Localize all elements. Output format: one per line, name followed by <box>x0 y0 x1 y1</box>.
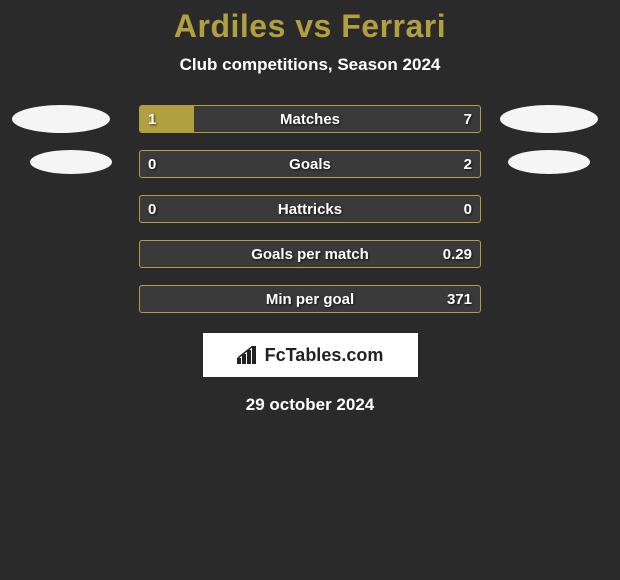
stat-label: Matches <box>280 111 340 128</box>
fctables-logo: FcTables.com <box>203 333 418 377</box>
date-label: 29 october 2024 <box>0 395 620 415</box>
page-title: Ardiles vs Ferrari <box>0 8 620 45</box>
stat-row: 0 Goals 2 <box>0 150 620 178</box>
stat-value-right: 371 <box>447 291 472 308</box>
stat-value-right: 0 <box>464 201 472 218</box>
stat-label: Hattricks <box>278 201 342 218</box>
stat-label: Goals <box>289 156 331 173</box>
stat-row: 1 Matches 7 <box>0 105 620 133</box>
chart-area: 1 Matches 7 0 Goals 2 0 Hattricks 0 Goals per mat… <box>0 105 620 313</box>
stat-label: Goals per match <box>251 246 369 263</box>
comparison-chart: Ardiles vs Ferrari Club competitions, Se… <box>0 0 620 415</box>
stat-value-left: 1 <box>148 111 156 128</box>
stat-row: Goals per match 0.29 <box>0 240 620 268</box>
stat-value-right: 2 <box>464 156 472 173</box>
bar-track: 1 Matches 7 <box>139 105 481 133</box>
logo-text: FcTables.com <box>265 345 384 366</box>
bar-track: 0 Hattricks 0 <box>139 195 481 223</box>
stat-value-left: 0 <box>148 156 156 173</box>
stat-row: 0 Hattricks 0 <box>0 195 620 223</box>
subtitle: Club competitions, Season 2024 <box>0 55 620 75</box>
stat-value-left: 0 <box>148 201 156 218</box>
stat-value-right: 0.29 <box>443 246 472 263</box>
bar-track: Goals per match 0.29 <box>139 240 481 268</box>
stat-value-right: 7 <box>464 111 472 128</box>
chart-icon <box>237 346 259 364</box>
bar-track: Min per goal 371 <box>139 285 481 313</box>
stat-row: Min per goal 371 <box>0 285 620 313</box>
bar-track: 0 Goals 2 <box>139 150 481 178</box>
stat-label: Min per goal <box>266 291 354 308</box>
